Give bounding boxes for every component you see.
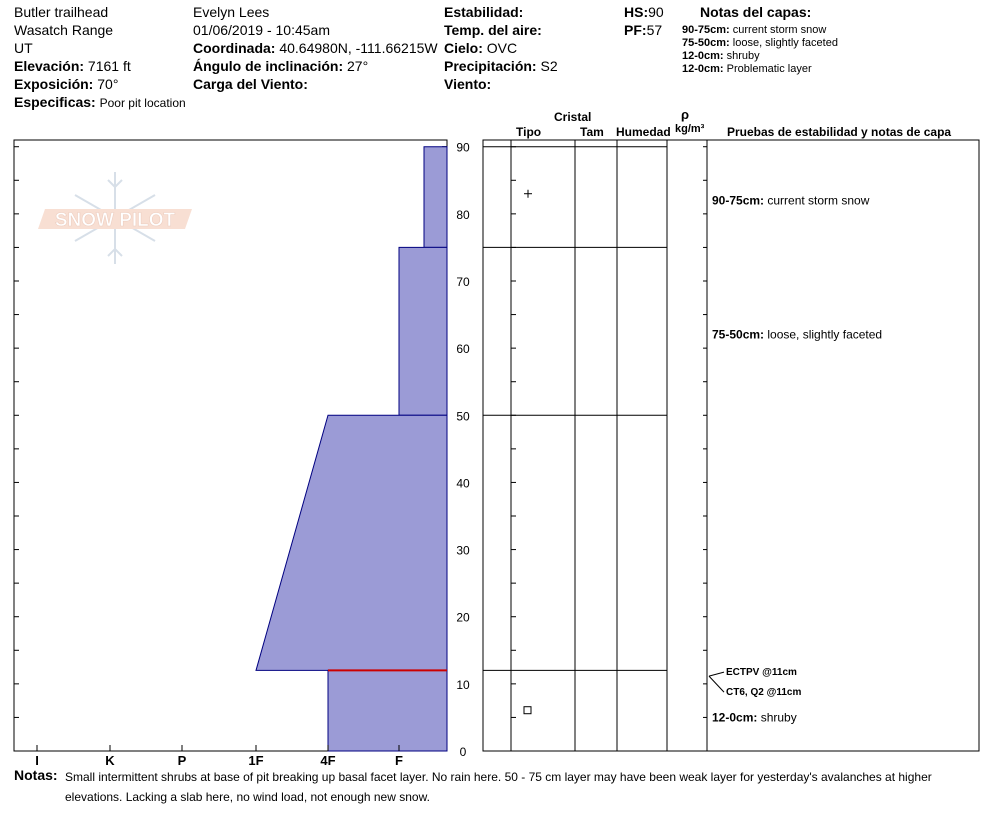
- aspect: Exposición: 70°: [14, 76, 119, 92]
- hs: HS:90: [624, 4, 664, 20]
- snow-pilot-logo: SNOW PILOT: [38, 172, 192, 264]
- x-tick-label: F: [395, 753, 403, 768]
- stability-test-label: ECTPV @11cm: [726, 667, 797, 678]
- hardness-layer: [327, 669, 448, 752]
- state: UT: [14, 40, 33, 56]
- y-tick-label: 50: [456, 409, 470, 423]
- x-tick-label: K: [105, 753, 115, 768]
- x-tick-label: 1F: [248, 753, 263, 768]
- layer-note: 12-0cm: shruby: [682, 50, 760, 62]
- x-tick-label: P: [178, 753, 187, 768]
- x-tick-label: 4F: [320, 753, 335, 768]
- y-tick-label: 0: [460, 745, 467, 759]
- y-tick-label: 60: [456, 342, 470, 356]
- y-tick-label: 10: [456, 678, 470, 692]
- incline: Ángulo de inclinación: 27°: [193, 58, 369, 74]
- layer-note: 90-75cm: current storm snow: [682, 24, 827, 36]
- notes-label: Notas:: [14, 767, 58, 783]
- stability-tests-header: Pruebas de estabilidad y notas de capa: [727, 125, 952, 139]
- size-header: Tam: [580, 125, 604, 139]
- air-temp: Temp. del aire:: [444, 22, 542, 38]
- y-tick-label: 90: [456, 141, 470, 155]
- stability-test-label: CT6, Q2 @11cm: [726, 687, 801, 698]
- layer-note: 75-50cm: loose, slightly faceted: [682, 37, 838, 49]
- hardness-layer: [255, 414, 448, 671]
- stability: Estabilidad:: [444, 4, 524, 20]
- y-tick-label: 70: [456, 275, 470, 289]
- layer-annotation: 90-75cm: current storm snow: [712, 193, 870, 207]
- observer: Evelyn Lees: [193, 4, 270, 20]
- layer-annotation: 12-0cm: shruby: [712, 710, 797, 724]
- specifics: Especificas: Poor pit location: [14, 94, 186, 110]
- test-arrow: [708, 675, 725, 693]
- crystal-header: Cristal: [554, 110, 592, 124]
- hardness-layer: [398, 246, 448, 416]
- y-tick-label: 20: [456, 611, 470, 625]
- grain-symbol-facet: [523, 706, 532, 715]
- y-tick-label: 30: [456, 544, 470, 558]
- precipitation: Precipitación: S2: [444, 58, 558, 74]
- grain-symbol-new-snow: [524, 189, 532, 198]
- rho-header: ρ: [681, 107, 690, 122]
- moisture-header: Humedad: [616, 125, 671, 139]
- layer-note: 12-0cm: Problematic layer: [682, 63, 812, 75]
- wind: Viento:: [444, 76, 492, 92]
- x-tick-label: I: [35, 753, 39, 768]
- notes-text: Small intermittent shrubs at base of pit…: [65, 770, 932, 804]
- range: Wasatch Range: [14, 22, 114, 38]
- location: Butler trailhead: [14, 4, 109, 20]
- hardness-layer: [423, 146, 448, 248]
- layer-annotation: 75-50cm: loose, slightly faceted: [712, 328, 882, 342]
- density-unit-header: kg/m³: [675, 123, 705, 135]
- pf: PF:57: [624, 22, 663, 38]
- sky: Cielo: OVC: [444, 40, 518, 56]
- elevation: Elevación: 7161 ft: [14, 58, 131, 74]
- datetime: 01/06/2019 - 10:45am: [193, 22, 330, 38]
- layer-notes-title: Notas del capas:: [700, 4, 812, 20]
- y-tick-label: 80: [456, 208, 470, 222]
- coordinates: Coordinada: 40.64980N, -111.66215W: [193, 40, 438, 56]
- wind-load: Carga del Viento:: [193, 76, 308, 92]
- type-header: Tipo: [516, 125, 542, 139]
- svg-text:SNOW PILOT: SNOW PILOT: [55, 210, 176, 231]
- y-tick-label: 40: [456, 476, 470, 490]
- test-arrow: [708, 671, 725, 677]
